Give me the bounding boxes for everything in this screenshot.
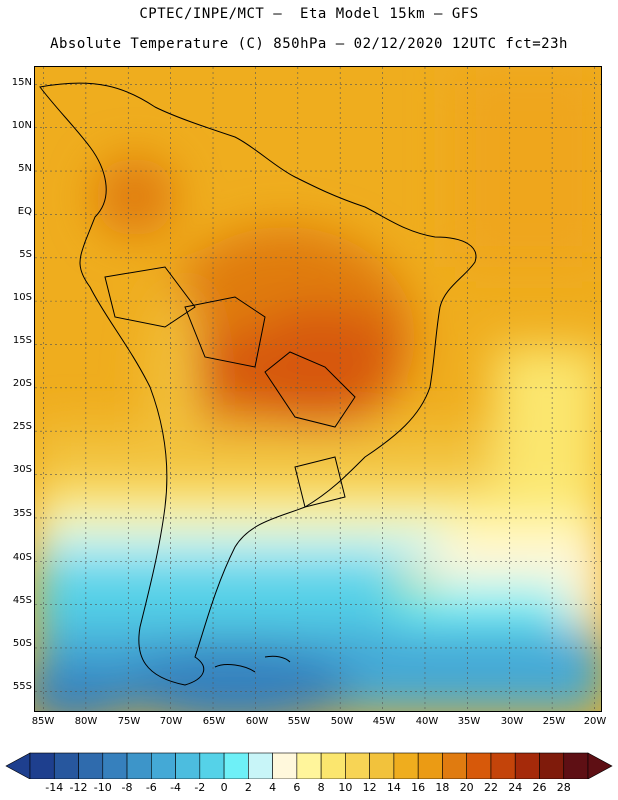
colorbar-label: 12 [362, 781, 377, 794]
colorbar-cell [29, 752, 55, 779]
colorbar-cell [248, 752, 273, 779]
colorbar-cell [296, 752, 322, 779]
lon-label: 55W [287, 716, 311, 727]
colorbar-label: 26 [532, 781, 547, 794]
colorbar-label: 18 [435, 781, 450, 794]
lat-label: 50S [12, 638, 32, 649]
colorbar-cell [345, 752, 370, 779]
lat-label: 20S [12, 378, 32, 389]
lat-label: 35S [12, 508, 32, 519]
lat-label: 10S [12, 292, 32, 303]
colorbar-cell [369, 752, 395, 779]
lon-label: 25W [542, 716, 566, 727]
colorbar-cell [514, 752, 540, 779]
colorbar [5, 752, 613, 779]
lon-label: 80W [74, 716, 98, 727]
colorbar-cell [539, 752, 565, 779]
lon-label: 45W [372, 716, 396, 727]
colorbar-label: -12 [69, 781, 88, 794]
colorbar-cell [490, 752, 516, 779]
colorbar-label: 4 [269, 781, 277, 794]
colorbar-label: -6 [145, 781, 157, 794]
colorbar-label: 8 [317, 781, 325, 794]
lat-label: 10N [11, 120, 32, 131]
colorbar-label: 22 [483, 781, 498, 794]
colorbar-cell [272, 752, 298, 779]
colorbar-label: -4 [170, 781, 182, 794]
colorbar-label: 24 [508, 781, 523, 794]
colorbar-arrow-high [587, 752, 613, 779]
lat-label: 55S [12, 681, 32, 692]
colorbar-label: -14 [45, 781, 64, 794]
colorbar-label: 16 [411, 781, 426, 794]
lon-label: 35W [457, 716, 481, 727]
coastlines [39, 82, 477, 686]
colorbar-label: 0 [220, 781, 228, 794]
colorbar-cell [442, 752, 467, 779]
colorbar-cell [320, 752, 346, 779]
lat-label: 15S [12, 335, 32, 346]
lon-label: 65W [202, 716, 226, 727]
colorbar-cell [175, 752, 201, 779]
lon-label: 40W [415, 716, 439, 727]
lat-label: 15N [11, 77, 32, 88]
colorbar-label: 10 [338, 781, 353, 794]
lat-label: 40S [12, 552, 32, 563]
temperature-field [35, 67, 601, 711]
colorbar-label: 20 [459, 781, 474, 794]
temperature-map[interactable] [34, 66, 602, 712]
lon-label: 50W [330, 716, 354, 727]
colorbar-label: -8 [121, 781, 133, 794]
colorbar-cell [466, 752, 492, 779]
lon-label: 60W [245, 716, 269, 727]
lon-label: 85W [31, 716, 55, 727]
chart-title: CPTEC/INPE/MCT – Eta Model 15km – GFS [139, 6, 479, 22]
colorbar-cell [151, 752, 176, 779]
colorbar-cell [393, 752, 419, 779]
colorbar-cell [199, 752, 225, 779]
colorbar-arrow-low [5, 752, 31, 779]
lon-label: 70W [159, 716, 183, 727]
lat-label: 5S [19, 249, 32, 260]
colorbar-cell [78, 752, 104, 779]
colorbar-label: 14 [386, 781, 401, 794]
colorbar-cell [126, 752, 152, 779]
colorbar-label: -2 [194, 781, 206, 794]
lon-label: 75W [117, 716, 141, 727]
chart-subtitle: Absolute Temperature (C) 850hPa – 02/12/… [50, 36, 568, 52]
lon-label: 20W [583, 716, 607, 727]
colorbar-cell [417, 752, 443, 779]
lon-label: 30W [500, 716, 524, 727]
map-canvas [35, 67, 601, 711]
lat-label: 25S [12, 421, 32, 432]
colorbar-label: 6 [293, 781, 301, 794]
lat-label: 30S [12, 464, 32, 475]
lat-label: 45S [12, 595, 32, 606]
lat-label: 5N [18, 163, 32, 174]
colorbar-label: 2 [244, 781, 252, 794]
colorbar-cell [102, 752, 128, 779]
colorbar-cell [563, 752, 589, 779]
colorbar-cell [53, 752, 79, 779]
colorbar-label: -10 [93, 781, 112, 794]
colorbar-label: 28 [556, 781, 571, 794]
lat-label: EQ [17, 206, 32, 217]
colorbar-cell [223, 752, 249, 779]
